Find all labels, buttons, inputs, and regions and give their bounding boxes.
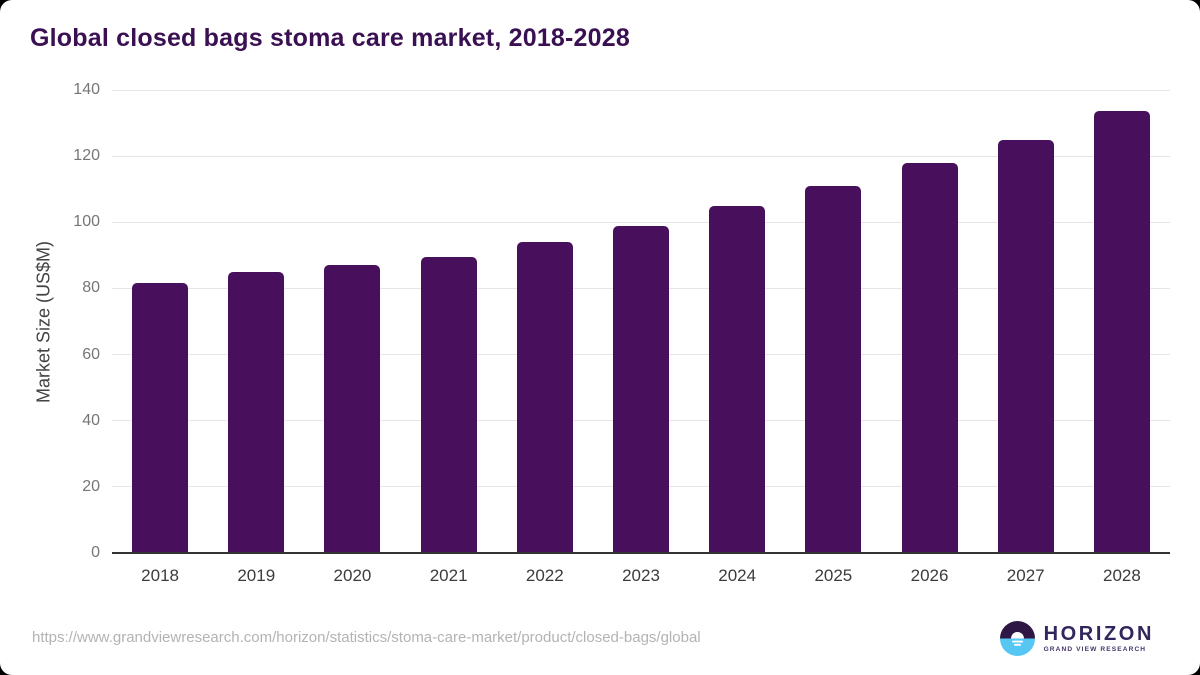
y-axis-tick-label-100: 100	[73, 213, 100, 231]
bar-2019	[228, 271, 285, 553]
bar-2024	[709, 205, 766, 553]
y-axis-tick-label-120: 120	[73, 147, 100, 165]
x-axis-label-2028: 2028	[1102, 566, 1141, 585]
gridline-120	[112, 155, 1170, 157]
gridline-140	[112, 89, 1170, 91]
x-axis-label-2027: 2027	[1006, 566, 1045, 585]
y-axis-tick-label-40: 40	[82, 411, 100, 429]
source-url-text: https://www.grandviewresearch.com/horizo…	[32, 629, 701, 646]
bar-2025	[805, 185, 862, 553]
logo-text: HORIZON GRAND VIEW RESEARCH	[1043, 622, 1154, 654]
x-axis-label-2025: 2025	[814, 566, 853, 585]
x-axis-label-2021: 2021	[429, 566, 468, 585]
x-axis-label-2024: 2024	[718, 566, 757, 585]
x-axis-label-2022: 2022	[525, 566, 564, 585]
bar-2028	[1093, 111, 1150, 553]
x-axis-label-2026: 2026	[910, 566, 949, 585]
bar-2020	[324, 265, 381, 553]
bar-2021	[420, 257, 477, 553]
bar-2018	[132, 283, 189, 553]
gridline-100	[112, 221, 1170, 223]
y-axis-tick-label-0: 0	[91, 544, 100, 561]
x-axis-label-2018: 2018	[141, 566, 179, 585]
bar-2026	[901, 162, 958, 553]
logo-brand-name: HORIZON	[1043, 622, 1154, 645]
bar-2027	[997, 139, 1054, 553]
y-axis-tick-label-140: 140	[73, 81, 100, 98]
y-axis-tick-label-80: 80	[82, 279, 100, 297]
x-axis-label-2020: 2020	[333, 566, 372, 585]
horizon-logo: HORIZON GRAND VIEW RESEARCH	[999, 621, 1154, 656]
y-axis-tick-label-60: 60	[82, 345, 100, 363]
horizon-sun-icon	[999, 621, 1035, 656]
bar-2023	[613, 225, 669, 553]
y-axis-tick-label-20: 20	[82, 477, 100, 495]
x-axis-label-2019: 2019	[237, 566, 276, 585]
logo-tagline: GRAND VIEW RESEARCH	[1043, 645, 1147, 653]
chart-title: Global closed bags stoma care market, 20…	[30, 24, 630, 52]
x-axis-label-2023: 2023	[622, 566, 660, 585]
x-axis-line	[112, 552, 1170, 554]
bar-2022	[516, 242, 573, 553]
